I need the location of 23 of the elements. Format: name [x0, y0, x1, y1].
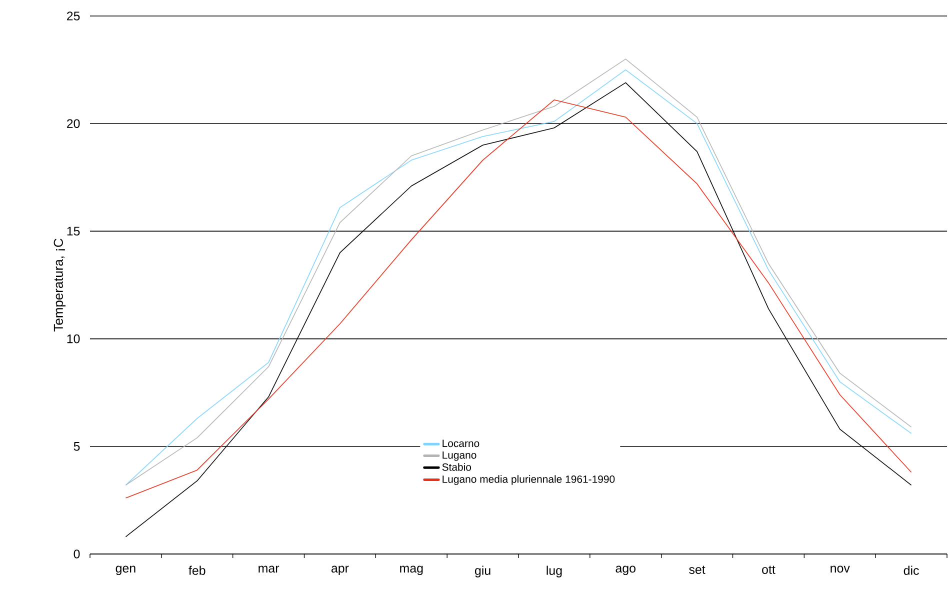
x-tick-label: dic — [904, 566, 919, 575]
x-tick-label: set — [689, 566, 706, 574]
legend-label: Lugano — [442, 451, 476, 461]
x-tick-label: lug — [546, 566, 562, 578]
y-tick-label: 10 — [67, 334, 80, 344]
y-tick-label: 0 — [74, 550, 80, 558]
x-tick-label: ago — [616, 566, 636, 576]
legend-label: Lugano media pluriennale 1961-1990 — [442, 475, 615, 485]
legend-label: Locarno — [442, 440, 480, 448]
x-tick-label: mag — [400, 566, 423, 576]
y-axis-title: Temperatura, ¡C — [54, 238, 66, 332]
x-tick-label: ott — [762, 566, 776, 574]
legend-label: Stabio — [442, 463, 472, 471]
y-tick-label: 5 — [74, 442, 80, 451]
x-tick-label: mar — [258, 566, 280, 573]
y-tick-label: 20 — [67, 119, 80, 128]
x-tick-label: apr — [331, 566, 349, 576]
x-tick-label: gen — [116, 566, 136, 576]
y-tick-label: 15 — [67, 226, 80, 236]
x-tick-label: nov — [830, 566, 850, 573]
x-tick-label: feb — [188, 566, 206, 575]
x-tick-label: giu — [475, 566, 490, 578]
y-tick-label: 25 — [67, 12, 80, 20]
